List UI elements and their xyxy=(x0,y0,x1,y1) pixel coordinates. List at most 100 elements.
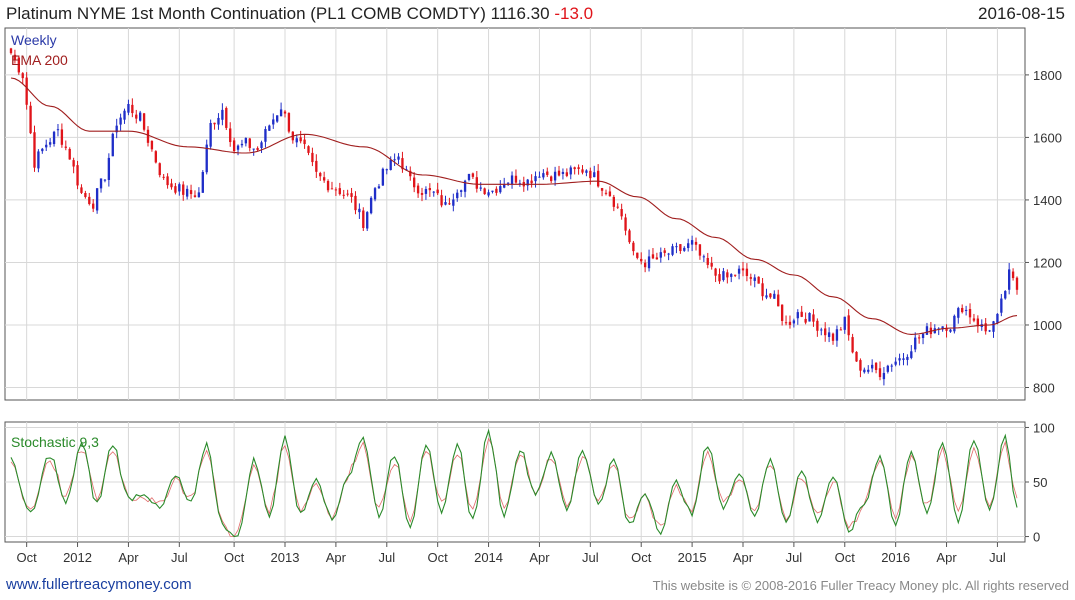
candle-body xyxy=(111,133,114,157)
candle-body xyxy=(542,173,545,178)
candle-body xyxy=(444,202,447,205)
candle-body xyxy=(499,186,502,193)
candle-body xyxy=(21,73,24,79)
x-tick-label: Oct xyxy=(17,550,38,565)
candle-body xyxy=(115,125,118,133)
candle-body xyxy=(229,128,232,143)
candle-body xyxy=(569,167,572,175)
candle-body xyxy=(749,277,752,279)
candle-body xyxy=(996,313,999,323)
x-tick-label: Jul xyxy=(989,550,1006,565)
candle-body xyxy=(906,356,909,360)
candle-body xyxy=(236,145,240,150)
candle-body xyxy=(546,171,549,175)
x-tick-label: 2015 xyxy=(678,550,707,565)
candle-body xyxy=(585,170,588,173)
price-panel-frame xyxy=(4,27,1026,401)
candle-body xyxy=(471,173,475,177)
candle-body xyxy=(131,104,134,114)
candle-body xyxy=(41,148,44,152)
candle-body xyxy=(311,152,314,163)
candle-body xyxy=(655,257,659,260)
candle-body xyxy=(530,180,533,184)
candle-body xyxy=(393,159,396,161)
candle-body xyxy=(213,122,216,125)
candle-body xyxy=(910,351,913,358)
candle-body xyxy=(319,173,322,177)
candle-body xyxy=(401,158,404,170)
candle-body xyxy=(182,184,185,195)
candle-body xyxy=(616,206,619,208)
x-axis: Oct 2012 Apr Jul Oct 2013 Apr Jul Oct 2014 Apr Jul O… xyxy=(17,542,1006,565)
candle-body xyxy=(424,189,428,194)
x-tick-label: 2013 xyxy=(271,550,300,565)
candle-body xyxy=(647,256,651,269)
candle-body xyxy=(694,241,698,245)
footer-website-link[interactable]: www.fullertreacymoney.com xyxy=(6,576,192,593)
candle-body xyxy=(878,368,882,378)
candle-body xyxy=(917,337,921,339)
stoch-y-tick-label: 50 xyxy=(1033,475,1047,490)
candle-body xyxy=(859,360,862,371)
candle-body xyxy=(534,176,537,182)
x-tick-label: Jul xyxy=(786,550,803,565)
x-tick-label: Oct xyxy=(631,550,652,565)
x-tick-label: Apr xyxy=(118,550,139,565)
candle-body xyxy=(851,337,854,353)
candle-body xyxy=(1008,269,1011,290)
candle-body xyxy=(174,186,177,193)
candle-body xyxy=(604,192,608,194)
candle-body xyxy=(671,246,674,255)
candle-body xyxy=(620,208,623,217)
candle-body xyxy=(957,308,960,318)
candle-body xyxy=(428,188,432,191)
candle-body xyxy=(248,138,251,148)
stochastic-panel: 0 50 100 Stochastic 9,3 xyxy=(4,420,1055,545)
candle-body xyxy=(961,307,964,313)
candle-body xyxy=(886,365,889,372)
candle-body xyxy=(651,254,655,259)
stoch-y-tick-label: 100 xyxy=(1033,420,1055,435)
candle-body xyxy=(483,188,486,195)
candle-body xyxy=(874,362,878,370)
candle-body xyxy=(675,246,678,248)
candle-body xyxy=(780,304,784,321)
candle-body xyxy=(843,316,846,330)
price-panel: 800 1000 1200 1400 1600 1800 Weekly EMA 200 xyxy=(4,27,1062,401)
candle-body xyxy=(796,312,799,319)
price-change: -13.0 xyxy=(554,4,594,23)
candle-body xyxy=(409,170,412,177)
candle-body xyxy=(103,179,107,181)
candle-body xyxy=(358,208,361,213)
candle-body xyxy=(679,244,682,252)
candle-body xyxy=(600,188,604,191)
price-y-tick-label: 1200 xyxy=(1033,255,1062,270)
candle-body xyxy=(162,176,165,178)
candle-body xyxy=(264,129,267,142)
candle-body xyxy=(792,320,796,324)
candle-body xyxy=(68,148,71,160)
candle-body xyxy=(197,192,201,198)
candle-body xyxy=(436,189,439,194)
candle-body xyxy=(921,333,925,339)
candle-body xyxy=(146,129,150,143)
candle-body xyxy=(800,311,803,317)
candle-body xyxy=(589,170,592,179)
candle-body xyxy=(557,170,561,176)
candle-body xyxy=(495,188,498,193)
price-y-tick-label: 1600 xyxy=(1033,130,1062,145)
candle-body xyxy=(142,113,146,130)
candle-body xyxy=(362,210,365,228)
candle-body xyxy=(9,48,13,54)
legend-weekly: Weekly xyxy=(11,32,57,48)
candle-body xyxy=(283,111,287,114)
candle-body xyxy=(209,122,212,147)
candle-body xyxy=(593,172,596,178)
candle-body xyxy=(964,309,968,311)
candle-body xyxy=(538,176,541,178)
candle-body xyxy=(315,160,318,172)
candle-body xyxy=(784,322,788,324)
candle-body xyxy=(107,157,111,180)
x-tick-label: Apr xyxy=(733,550,754,565)
candle-body xyxy=(596,170,600,187)
